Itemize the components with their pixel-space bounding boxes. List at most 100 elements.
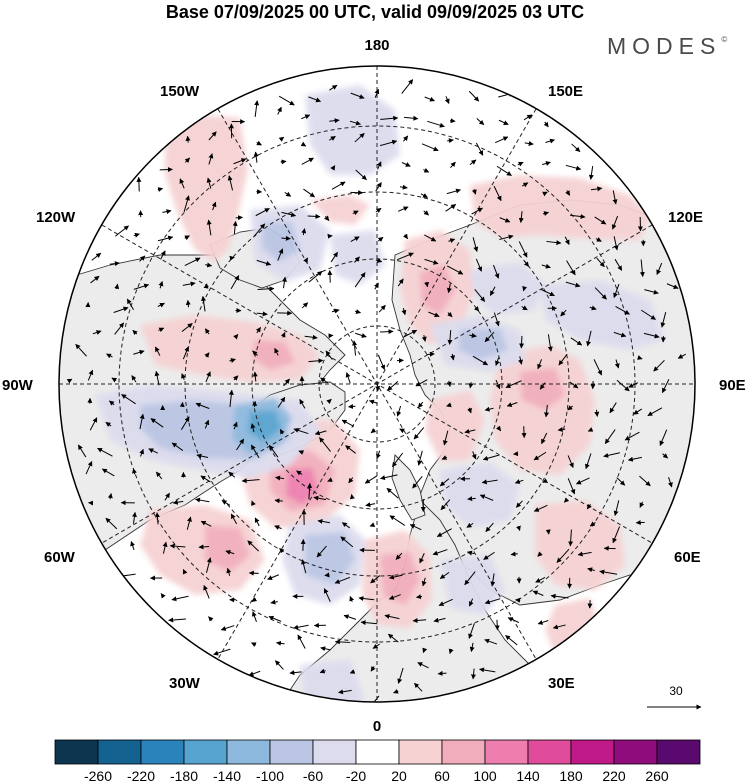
wind-vector [468,598,474,607]
wind-vector [109,261,120,267]
wind-vector [542,211,550,216]
wind-vector [560,309,567,317]
wind-vector [370,428,377,434]
wind-vector [301,559,307,574]
wind-vector [547,334,553,352]
wind-vector [424,96,435,102]
wind-vector [340,536,354,548]
wind-vector [169,543,186,549]
wind-vector [570,214,586,219]
land-scandinavia [391,454,426,521]
wind-vector [106,353,113,359]
wind-vector [201,295,206,312]
wind-vector [468,623,475,639]
wind-vector [490,573,496,587]
wind-vector [133,232,140,238]
wind-vector [570,337,583,346]
wind-vector [313,495,327,501]
longitude-labels: 180 0 90E 90W 150E 120E 60E 30E 150W 120… [2,37,746,735]
wind-vector [466,522,474,528]
positive-anomaly [310,195,370,225]
wind-vector [154,346,161,356]
wind-vector [303,188,316,198]
wind-vector [523,114,533,121]
wind-vector [301,228,307,236]
wind-vector [349,595,355,602]
negative-anomaly [458,328,508,360]
lon-label-150e: 150E [548,83,583,100]
wind-vector [481,479,498,485]
wind-vector [599,569,618,575]
wind-vector [535,577,546,583]
wind-vector [414,682,423,692]
wind-vector [541,263,551,269]
wind-vector [613,283,620,299]
wind-vector [329,135,336,141]
wind-vector [613,331,627,338]
wind-vector [469,333,477,338]
wind-vector [475,258,483,272]
wind-vector [181,373,186,380]
wind-vector [162,541,168,554]
wind-vector [349,669,356,674]
colorbar-tick-label: -140 [213,768,241,783]
wind-vector [423,210,429,216]
wind-vector [595,237,602,242]
wind-vector [677,353,686,359]
wind-vector [211,201,217,211]
wind-vector [594,287,607,300]
wind-vector [341,522,351,529]
wind-vector [268,615,282,622]
wind-vector [251,500,256,506]
wind-vector [343,614,357,620]
wind-vector [524,141,534,146]
wind-vector [440,499,451,511]
wind-vector [164,492,170,501]
wind-vector [423,167,430,173]
wind-vector [277,248,284,261]
wind-vector [624,431,640,441]
wind-vector [331,308,340,314]
wind-vector [354,272,366,288]
lon-label-120e: 120E [668,209,703,226]
wind-vector [250,423,256,433]
wind-vector [565,190,571,196]
wind-vector [185,299,191,308]
wind-vector [542,191,548,197]
wind-vector [613,236,619,251]
wind-vector [447,311,453,318]
wind-vector [278,136,285,142]
wind-vector [184,235,190,241]
wind-vector [345,372,351,384]
wind-vector [182,281,196,287]
wind-vector [327,270,333,283]
wind-vector [415,594,423,600]
wind-vector [542,161,551,166]
wind-vector [567,405,573,411]
wind-vector [388,594,401,600]
wind-vector [384,614,400,620]
wind-vector [473,306,480,312]
wind-vector [136,176,142,192]
wind-vector [537,620,549,625]
wind-vector [352,210,359,216]
wind-vector [158,327,165,333]
wind-vector [235,215,244,221]
wind-vector [496,165,512,176]
wind-vector [184,157,190,163]
wind-vector [659,429,668,446]
wind-vector [660,312,667,328]
wind-vector [308,96,322,103]
wind-vector [444,96,450,104]
positive-anomaly [252,340,295,370]
wind-vector [205,262,213,268]
wind-vector [439,571,450,580]
wind-vector [471,207,483,215]
wind-vector [334,576,351,584]
wind-vector [575,477,590,485]
wind-vector [446,402,452,408]
positive-anomaly [535,500,625,590]
wind-vector [397,252,414,261]
wind-vector [185,135,191,143]
